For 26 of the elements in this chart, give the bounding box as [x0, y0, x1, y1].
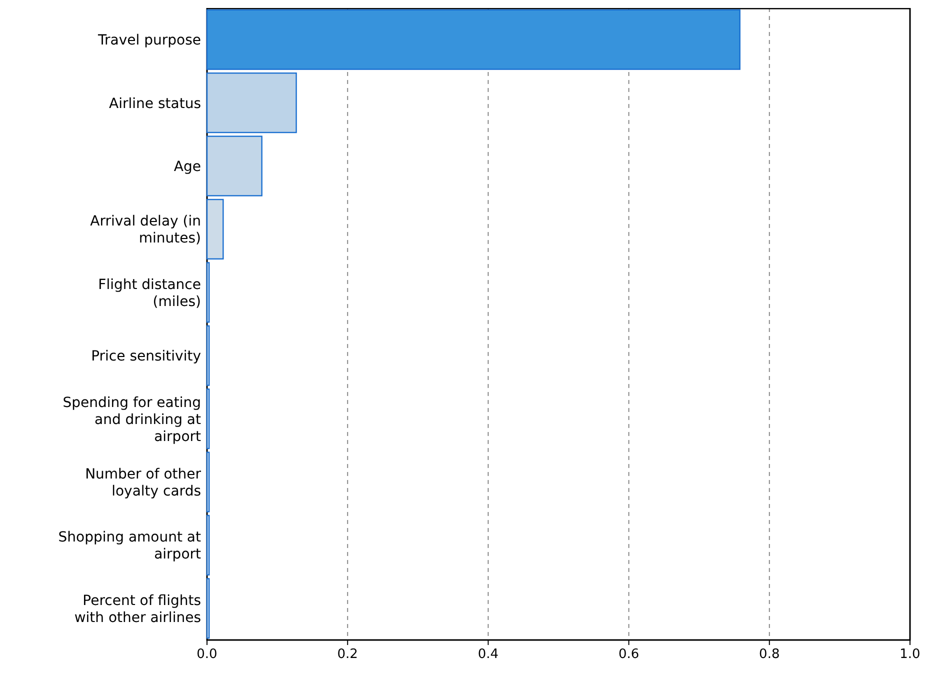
x-tick-label: 1.0 [900, 647, 920, 662]
y-tick-label: Airline status [109, 96, 201, 112]
y-tick-label: Travel purpose [97, 32, 201, 49]
bar [206, 136, 262, 196]
y-tick-label: Number of other loyalty cards [85, 466, 202, 500]
bar [206, 9, 740, 70]
x-tick-label: 0.0 [196, 647, 218, 662]
x-tick-label: 0.6 [618, 647, 640, 662]
bar [206, 72, 297, 134]
y-tick-label: Percent of flights with other airlines [74, 592, 201, 626]
y-tick-label: Age [174, 159, 201, 175]
bar [206, 578, 210, 639]
bar [206, 262, 210, 323]
bar [206, 388, 210, 450]
x-tick-label: 0.8 [759, 647, 780, 662]
bar [206, 452, 210, 512]
bar [206, 325, 210, 386]
x-tick-label: 0.2 [337, 647, 358, 662]
bar [206, 198, 224, 260]
x-tick-label: 0.4 [478, 647, 499, 662]
y-tick-label: Spending for eating and drinking at airport [62, 394, 202, 445]
y-tick-label: Shopping amount at airport [58, 530, 202, 563]
y-tick-label: Arrival delay (in minutes) [90, 214, 201, 247]
y-tick-label: Price sensitivity [91, 348, 201, 365]
y-tick-label: Flight distance (miles) [98, 276, 201, 310]
bar [206, 514, 210, 576]
